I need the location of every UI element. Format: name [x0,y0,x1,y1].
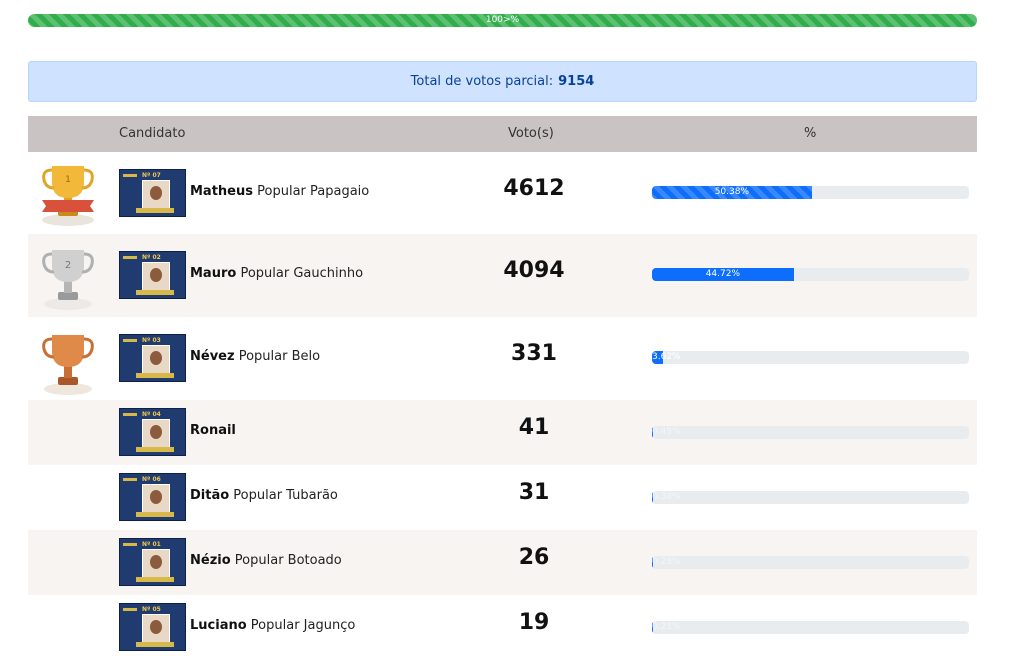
bronze-trophy-icon [42,335,94,395]
percent-bar: 0.21% [652,621,969,634]
header-candidate: Candidato [119,126,186,141]
overall-progress-bar: 100>% [28,14,977,27]
candidate-name: Nézio Popular Botoado [190,553,342,568]
candidate-number: Nº 05 [142,606,161,613]
table-row: Nº 03 Névez Popular Belo 331 3.62% [28,317,977,400]
candidate-photo: Nº 04 [119,408,186,456]
percent-label: 44.72% [705,269,741,279]
percent-label: 0.28% [652,557,681,567]
total-votes-label: Total de votos parcial: [410,74,554,89]
candidate-nickname: Popular Jagunço [246,618,356,633]
percent-fill: 44.72% [652,268,794,281]
percent-fill [652,426,654,439]
gold-trophy-icon: 1 [42,166,94,226]
candidate-number: Nº 03 [142,337,161,344]
candidate-first-name: Ditão [190,488,230,503]
vote-count: 41 [518,415,550,440]
candidate-first-name: Luciano [190,618,247,633]
vote-count: 31 [518,480,550,505]
percent-bar: 0.34% [652,491,969,504]
candidate-number: Nº 04 [142,411,161,418]
percent-label: 0.21% [652,622,681,632]
candidate-first-name: Névez [190,349,235,364]
candidate-photo: Nº 07 [119,169,186,217]
svg-text:1: 1 [65,175,71,185]
percent-bar: 0.45% [652,426,969,439]
percent-fill [652,351,664,364]
table-row: Nº 01 Nézio Popular Botoado 26 0.28% [28,530,977,595]
candidate-number: Nº 02 [142,254,161,261]
candidate-first-name: Matheus [190,184,253,199]
percent-bar: 50.38% [652,186,969,199]
table-row: Nº 06 Ditão Popular Tubarão 31 0.34% [28,465,977,530]
table-row: Nº 05 Luciano Popular Jagunço 19 0.21% [28,595,977,660]
candidate-nickname: Popular Gauchinho [236,266,364,281]
overall-progress-label: 100>% [485,15,520,25]
total-votes-banner: Total de votos parcial: 9154 [28,61,977,102]
percent-fill [652,556,653,569]
candidate-name: Matheus Popular Papagaio [190,184,369,199]
candidate-name: Mauro Popular Gauchinho [190,266,363,281]
table-row: 1 Nº 07 Matheus Popular Papagaio 4612 50… [28,152,977,234]
candidate-name: Luciano Popular Jagunço [190,618,355,633]
vote-count: 4094 [503,258,565,283]
candidate-photo: Nº 05 [119,603,186,651]
percent-label: 0.45% [652,427,681,437]
svg-text:2: 2 [65,260,71,271]
candidate-photo: Nº 01 [119,538,186,586]
candidate-name: Névez Popular Belo [190,349,320,364]
percent-label: 50.38% [714,187,750,197]
candidate-photo: Nº 06 [119,473,186,521]
candidate-first-name: Ronail [190,423,236,438]
table-row: 2 Nº 02 Mauro Popular Gauchinho 4094 44.… [28,234,977,317]
percent-fill: 50.38% [652,186,812,199]
candidate-number: Nº 01 [142,541,161,548]
candidate-photo: Nº 02 [119,251,186,299]
vote-count: 19 [518,610,550,635]
header-votes: Voto(s) [508,126,554,141]
table-row: Nº 04 Ronail 41 0.45% [28,400,977,465]
percent-label: 0.34% [652,492,681,502]
candidate-name: Ronail [190,423,236,438]
header-percent: % [804,126,817,141]
percent-fill [652,621,653,634]
candidate-nickname: Popular Belo [234,349,321,364]
candidate-first-name: Mauro [190,266,237,281]
silver-trophy-icon: 2 [42,250,94,310]
candidate-name: Ditão Popular Tubarão [190,488,338,503]
vote-count: 4612 [503,176,565,201]
percent-fill [652,491,654,504]
overall-progress-fill: 100>% [28,14,977,27]
percent-bar: 3.62% [652,351,969,364]
total-votes-value: 9154 [558,74,595,89]
candidate-nickname: Popular Papagaio [253,184,370,199]
candidate-first-name: Nézio [190,553,231,568]
percent-bar: 0.28% [652,556,969,569]
percent-label: 3.62% [652,352,681,362]
candidate-number: Nº 06 [142,476,161,483]
candidate-nickname: Popular Botoado [230,553,342,568]
candidate-number: Nº 07 [142,172,161,179]
table-header: Candidato Voto(s) % [28,116,977,152]
vote-count: 26 [518,545,550,570]
candidate-nickname: Popular Tubarão [229,488,338,503]
percent-bar: 44.72% [652,268,969,281]
candidate-photo: Nº 03 [119,334,186,382]
vote-count: 331 [511,341,557,366]
